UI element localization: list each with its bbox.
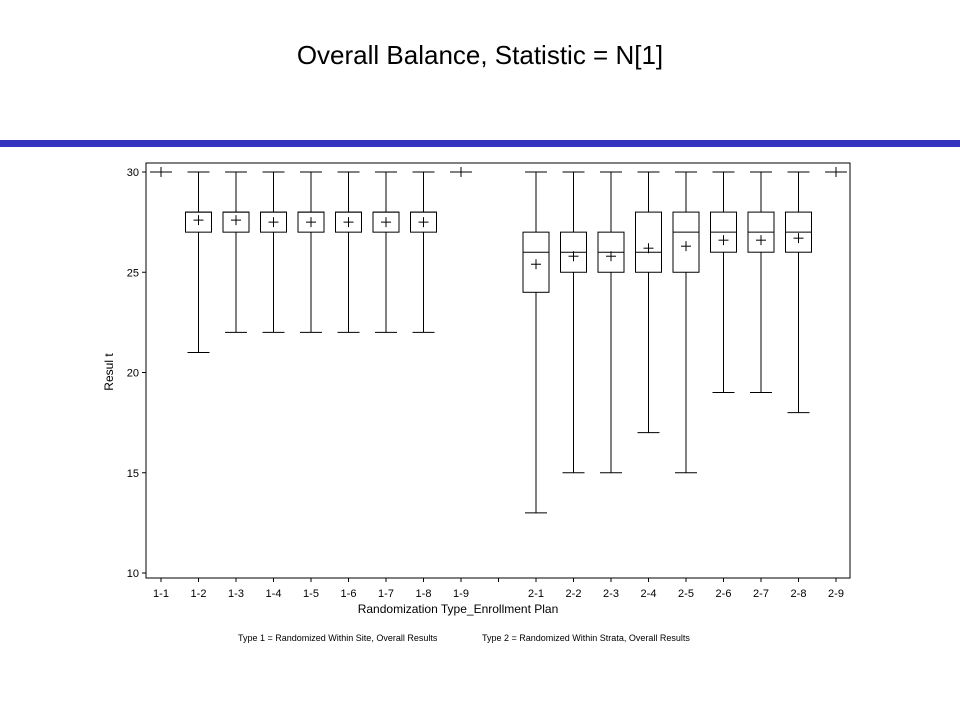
y-axis: 10 15 20 25 30 [127, 167, 146, 580]
box-2-2 [560, 171, 587, 474]
y-tick-label: 25 [127, 267, 139, 279]
x-axis: 1-1 1-2 1-3 1-4 1-5 1-6 1-7 1-8 1-9 2-1 2-2 2-3 2-4 2… [153, 578, 844, 600]
footnote-type-2: Type 2 = Randomized Within Strata, Overa… [482, 633, 690, 643]
box-2-3 [597, 171, 625, 474]
iqr-box [635, 211, 662, 273]
box-1-4 [260, 171, 287, 333]
box-2-4 [635, 171, 662, 434]
x-tick-label: 2-6 [716, 588, 732, 600]
box-2-1 [522, 171, 550, 514]
box-1-2 [185, 171, 212, 353]
box-1-1 [150, 167, 172, 177]
box-1-9 [450, 167, 472, 177]
x-axis-title: Randomization Type_Enrollment Plan [358, 602, 559, 616]
box-1-5 [297, 171, 325, 333]
x-tick-label: 2-4 [641, 588, 657, 600]
x-tick-label: 2-3 [603, 588, 619, 600]
box-2-6 [710, 171, 737, 394]
x-tick-label: 2-7 [753, 588, 769, 600]
y-tick-label: 30 [127, 167, 139, 179]
box-2-5 [672, 171, 700, 474]
box-1-7 [372, 171, 400, 333]
x-tick-label: 1-1 [153, 588, 169, 600]
y-tick-label: 10 [127, 568, 139, 580]
x-tick-label: 1-7 [378, 588, 394, 600]
box-1-6 [335, 171, 362, 333]
box-1-8 [410, 171, 437, 333]
x-tick-label: 2-2 [566, 588, 582, 600]
y-axis-title: Resul t [102, 353, 116, 391]
x-tick-label: 2-5 [678, 588, 694, 600]
x-tick-label: 2-1 [528, 588, 544, 600]
box-2-9 [825, 167, 847, 177]
x-tick-label: 1-3 [228, 588, 244, 600]
x-tick-label: 1-2 [191, 588, 207, 600]
slide-title: Overall Balance, Statistic = N[1] [296, 40, 664, 70]
title-rule [0, 140, 960, 147]
y-tick-label: 15 [127, 468, 139, 480]
boxes [150, 167, 847, 514]
box-2-8 [785, 171, 812, 414]
x-tick-label: 1-4 [266, 588, 282, 600]
x-tick-label: 1-8 [416, 588, 432, 600]
plot-frame [145, 162, 851, 579]
y-tick-label: 20 [127, 368, 139, 380]
x-tick-label: 2-9 [828, 588, 844, 600]
box-1-3 [222, 171, 250, 333]
x-tick-label: 1-5 [303, 588, 319, 600]
x-tick-label: 1-9 [453, 588, 469, 600]
x-tick-label: 1-6 [341, 588, 357, 600]
box-2-7 [747, 171, 775, 394]
x-tick-label: 2-8 [791, 588, 807, 600]
footnote-type-1: Type 1 = Randomized Within Site, Overall… [238, 633, 438, 643]
